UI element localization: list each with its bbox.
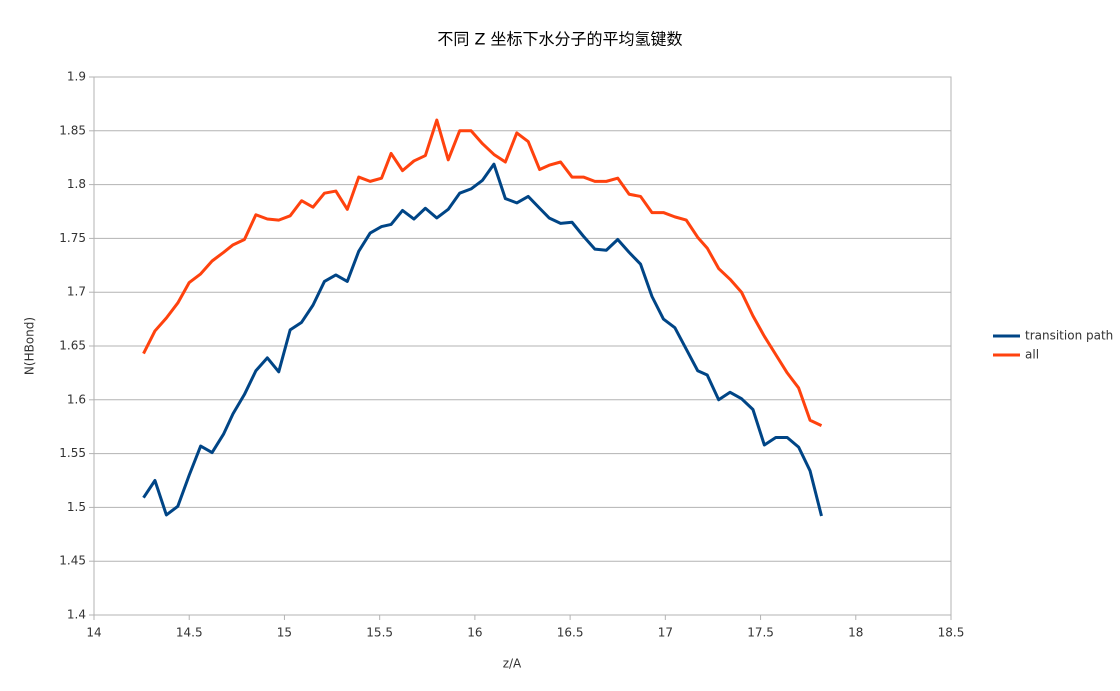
- series-line: [142, 162, 823, 517]
- x-tick-label: 18.5: [938, 626, 965, 640]
- x-tick-label: 16: [467, 626, 482, 640]
- legend-label: all: [1025, 348, 1039, 362]
- legend-label: transition path: [1025, 329, 1113, 343]
- y-axis-label: N(HBond): [23, 317, 37, 375]
- y-tick-label: 1.5: [67, 500, 86, 514]
- y-tick-label: 1.6: [67, 392, 86, 406]
- x-tick-label: 18: [848, 626, 863, 640]
- x-tick-label: 14: [86, 626, 101, 640]
- x-tick-label: 14.5: [176, 626, 203, 640]
- x-tick-label: 16.5: [557, 626, 584, 640]
- x-tick-label: 15.5: [366, 626, 393, 640]
- x-tick-label: 17: [658, 626, 673, 640]
- y-tick-label: 1.65: [59, 339, 86, 353]
- y-tick-label: 1.85: [59, 123, 86, 137]
- x-tick-label: 17.5: [747, 626, 774, 640]
- x-tick-label: 15: [277, 626, 292, 640]
- chart-title: 不同 Z 坐标下水分子的平均氢键数: [437, 30, 682, 49]
- y-tick-label: 1.4: [67, 608, 86, 622]
- plot-frame: [93, 76, 952, 616]
- y-tick-label: 1.7: [67, 285, 86, 299]
- y-tick-label: 1.8: [67, 177, 86, 191]
- y-tick-label: 1.45: [59, 554, 86, 568]
- y-tick-label: 1.9: [67, 70, 86, 84]
- y-tick-label: 1.75: [59, 231, 86, 245]
- y-tick-label: 1.55: [59, 446, 86, 460]
- series-line: [142, 118, 823, 427]
- x-axis-label: z/A: [503, 657, 522, 671]
